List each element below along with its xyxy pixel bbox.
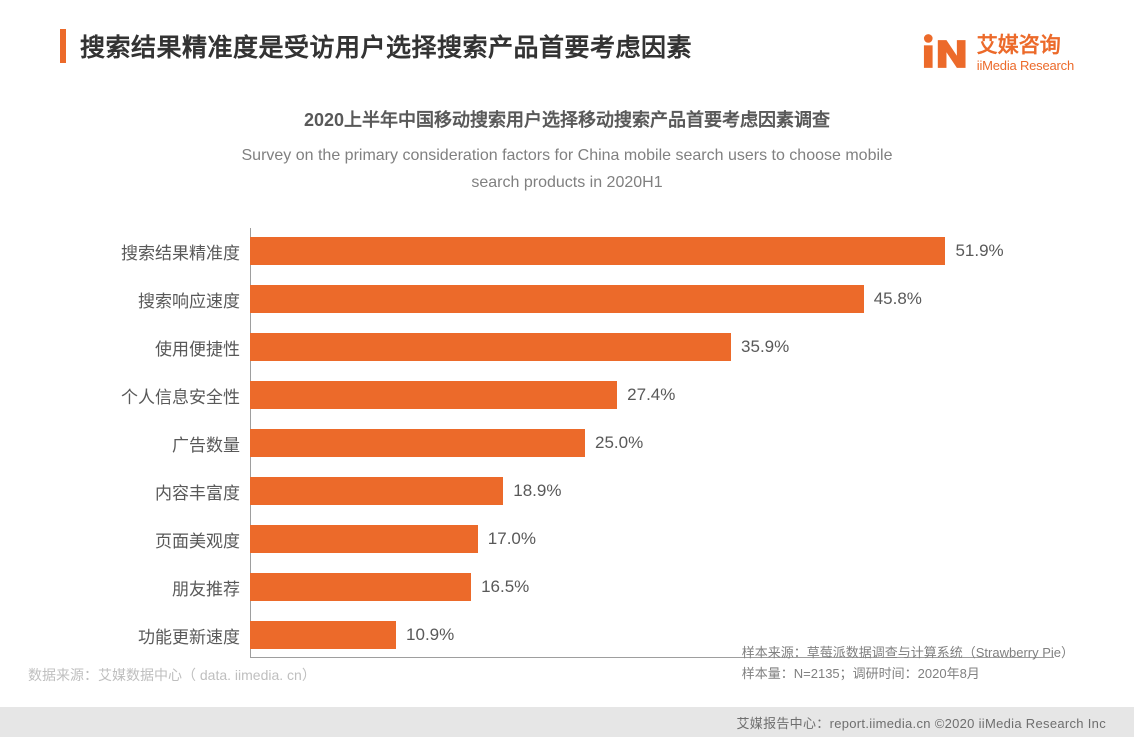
- bar-track: 27.4%: [250, 378, 1054, 412]
- bar-track: 25.0%: [250, 426, 1054, 460]
- data-source-left: 数据来源：艾媒数据中心（ data. iimedia. cn）: [28, 665, 316, 685]
- chart-row: 广告数量 25.0%: [80, 426, 1054, 460]
- bar-value-label: 25.0%: [595, 433, 643, 453]
- category-label: 搜索响应速度: [80, 287, 250, 312]
- bar-value-label: 27.4%: [627, 385, 675, 405]
- bar-value-label: 10.9%: [406, 625, 454, 645]
- subtitle-cn: 2020上半年中国移动搜索用户选择移动搜索产品首要考虑因素调查: [0, 106, 1134, 132]
- bar: [250, 573, 471, 601]
- title-accent-bar: [60, 29, 66, 63]
- category-label: 功能更新速度: [80, 623, 250, 648]
- chart-row: 搜索响应速度 45.8%: [80, 282, 1054, 316]
- bar: [250, 621, 396, 649]
- bar-value-label: 51.9%: [955, 241, 1003, 261]
- subtitle-en: Survey on the primary consideration fact…: [0, 142, 1134, 196]
- category-label: 广告数量: [80, 431, 250, 456]
- bar-track: 51.9%: [250, 234, 1054, 268]
- brand-name-cn: 艾媒咨询: [977, 34, 1074, 58]
- brand-logo-text: 艾媒咨询 iiMedia Research: [977, 34, 1074, 73]
- bar-track: 16.5%: [250, 570, 1054, 604]
- bar: [250, 525, 478, 553]
- chart-row: 朋友推荐 16.5%: [80, 570, 1054, 604]
- bar-track: 17.0%: [250, 522, 1054, 556]
- bar: [250, 285, 864, 313]
- bar-track: 45.8%: [250, 282, 1054, 316]
- bar-chart: 搜索结果精准度 51.9% 搜索响应速度 45.8% 使用便捷性 35.9% 个人信息安全性…: [80, 228, 1054, 658]
- category-label: 使用便捷性: [80, 335, 250, 360]
- brand-logo: 艾媒咨询 iiMedia Research: [917, 28, 1074, 80]
- subtitle-block: 2020上半年中国移动搜索用户选择移动搜索产品首要考虑因素调查 Survey o…: [0, 106, 1134, 196]
- bar-value-label: 35.9%: [741, 337, 789, 357]
- chart-row: 搜索结果精准度 51.9%: [80, 234, 1054, 268]
- footer: 数据来源：艾媒数据中心（ data. iimedia. cn） 样本来源：草莓派…: [0, 707, 1134, 737]
- category-label: 朋友推荐: [80, 575, 250, 600]
- chart-row: 内容丰富度 18.9%: [80, 474, 1054, 508]
- footer-bar: 艾媒报告中心：report.iimedia.cn ©2020 iiMedia R…: [0, 707, 1134, 737]
- category-label: 个人信息安全性: [80, 383, 250, 408]
- bar-value-label: 45.8%: [874, 289, 922, 309]
- bar-value-label: 16.5%: [481, 577, 529, 597]
- bar: [250, 333, 731, 361]
- category-label: 搜索结果精准度: [80, 239, 250, 264]
- bar: [250, 477, 503, 505]
- bar-track: 35.9%: [250, 330, 1054, 364]
- category-label: 页面美观度: [80, 527, 250, 552]
- bar: [250, 381, 617, 409]
- header: 搜索结果精准度是受访用户选择搜索产品首要考虑因素 艾媒咨询 iiMedia Re…: [0, 0, 1134, 80]
- brand-name-en: iiMedia Research: [977, 59, 1074, 74]
- title-block: 搜索结果精准度是受访用户选择搜索产品首要考虑因素: [60, 28, 692, 64]
- page-title: 搜索结果精准度是受访用户选择搜索产品首要考虑因素: [80, 28, 692, 64]
- chart-row: 个人信息安全性 27.4%: [80, 378, 1054, 412]
- iimedia-logo-icon: [917, 28, 969, 80]
- bar-value-label: 18.9%: [513, 481, 561, 501]
- bar-value-label: 17.0%: [488, 529, 536, 549]
- bar: [250, 429, 585, 457]
- chart-row: 页面美观度 17.0%: [80, 522, 1054, 556]
- chart-row: 使用便捷性 35.9%: [80, 330, 1054, 364]
- bar: [250, 237, 945, 265]
- category-label: 内容丰富度: [80, 479, 250, 504]
- bar-track: 18.9%: [250, 474, 1054, 508]
- chart-rows: 搜索结果精准度 51.9% 搜索响应速度 45.8% 使用便捷性 35.9% 个人信息安全性…: [80, 228, 1054, 658]
- data-source-right: 样本来源：草莓派数据调查与计算系统（Strawberry Pie） 样本量：N=…: [742, 643, 1074, 685]
